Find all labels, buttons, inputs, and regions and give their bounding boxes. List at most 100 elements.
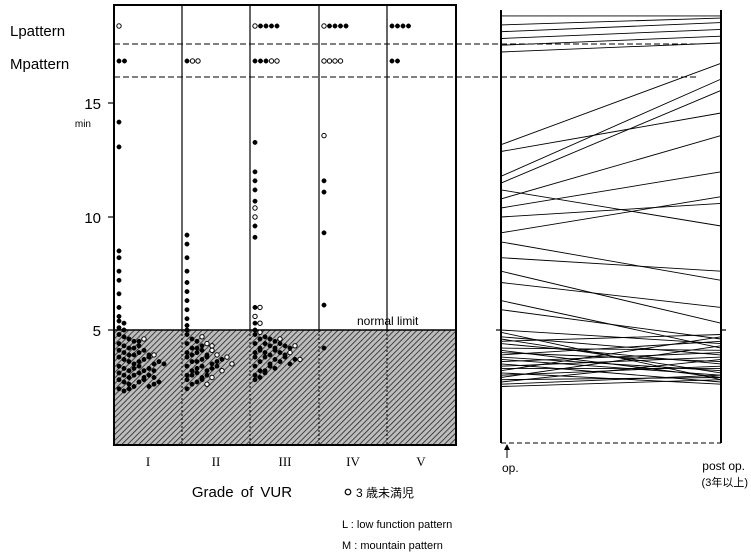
data-point	[151, 368, 157, 374]
data-point	[116, 277, 122, 283]
m-pattern-point	[395, 58, 400, 64]
data-point	[199, 363, 205, 369]
paired-line	[500, 112, 722, 152]
paired-line	[500, 379, 722, 387]
data-point	[252, 332, 258, 337]
m-pattern-label: Mpattern	[10, 56, 69, 73]
paired-line	[500, 358, 722, 383]
scatter-points	[116, 23, 411, 394]
data-point-open	[297, 356, 303, 363]
data-point	[257, 347, 263, 353]
data-point	[116, 370, 122, 376]
data-point	[184, 323, 190, 328]
paired-line	[500, 241, 722, 281]
op-arrow-head	[504, 444, 510, 450]
data-point	[214, 363, 220, 369]
data-point	[262, 354, 268, 360]
data-point	[214, 359, 220, 365]
data-point	[136, 363, 142, 369]
data-point	[199, 343, 205, 349]
x-label-post-op: post op.	[702, 459, 745, 473]
data-point	[257, 368, 263, 374]
data-point	[116, 363, 122, 369]
data-point	[136, 338, 142, 344]
l-pattern-point	[332, 23, 338, 29]
l-pattern-point	[406, 23, 411, 29]
m-pattern-open-point	[326, 58, 333, 64]
data-point	[272, 347, 278, 353]
data-point	[116, 248, 122, 254]
data-point	[184, 332, 190, 337]
data-point	[194, 345, 200, 351]
data-point-open	[219, 368, 225, 374]
data-point	[121, 365, 127, 371]
data-point	[321, 178, 327, 184]
data-point	[209, 361, 215, 367]
category-label-1: I	[146, 454, 150, 469]
data-point	[252, 377, 258, 383]
m-pattern-open-point	[195, 58, 201, 64]
data-point	[272, 338, 278, 344]
paired-line	[500, 377, 722, 381]
m-pattern-open-point	[274, 58, 280, 64]
data-point	[252, 187, 258, 193]
data-point	[116, 386, 122, 392]
data-point	[184, 327, 190, 333]
data-point	[184, 363, 190, 369]
data-point	[136, 359, 142, 365]
data-point	[121, 379, 127, 385]
data-point	[189, 359, 195, 365]
data-point	[184, 289, 190, 295]
data-point	[262, 334, 268, 340]
data-point	[151, 381, 157, 387]
data-point	[184, 372, 190, 378]
paired-line	[500, 196, 722, 234]
m-pattern-open-point	[332, 58, 338, 64]
data-point	[136, 379, 142, 385]
m-pattern-point	[263, 58, 269, 64]
data-point	[121, 388, 127, 394]
category-label-4: IV	[346, 454, 360, 469]
data-point	[272, 356, 278, 362]
y-axis-ticks	[108, 102, 114, 331]
data-point	[184, 341, 190, 347]
data-point	[277, 359, 283, 365]
data-point	[184, 316, 190, 322]
data-point	[116, 291, 122, 297]
data-point	[267, 352, 273, 358]
data-point	[121, 327, 127, 333]
data-point-open	[229, 361, 235, 367]
data-point	[189, 352, 195, 358]
data-point	[184, 377, 190, 383]
data-point	[257, 336, 263, 342]
data-point	[252, 320, 258, 326]
data-point	[141, 347, 147, 353]
l-pattern-open-point	[116, 23, 122, 29]
data-point	[116, 318, 122, 324]
data-point	[131, 384, 137, 389]
l-pattern-point	[263, 23, 269, 29]
paired-line	[500, 270, 722, 324]
paired-line	[500, 309, 722, 340]
l-pattern-point	[327, 23, 332, 29]
data-point	[146, 372, 152, 378]
data-point	[161, 361, 167, 367]
data-point	[282, 343, 288, 349]
data-point	[252, 341, 258, 347]
data-point	[126, 375, 132, 380]
l-pattern-open-point	[252, 23, 258, 29]
data-point	[252, 350, 258, 356]
data-point	[184, 307, 190, 313]
data-point	[262, 350, 268, 356]
paired-line	[500, 345, 722, 378]
data-point	[189, 368, 195, 374]
m-pattern-point	[184, 58, 190, 64]
data-point	[126, 345, 132, 351]
data-point	[184, 350, 190, 356]
data-point	[116, 332, 122, 337]
data-point	[121, 334, 127, 340]
data-point	[184, 298, 190, 304]
data-point	[184, 241, 190, 247]
paired-line	[500, 22, 722, 33]
